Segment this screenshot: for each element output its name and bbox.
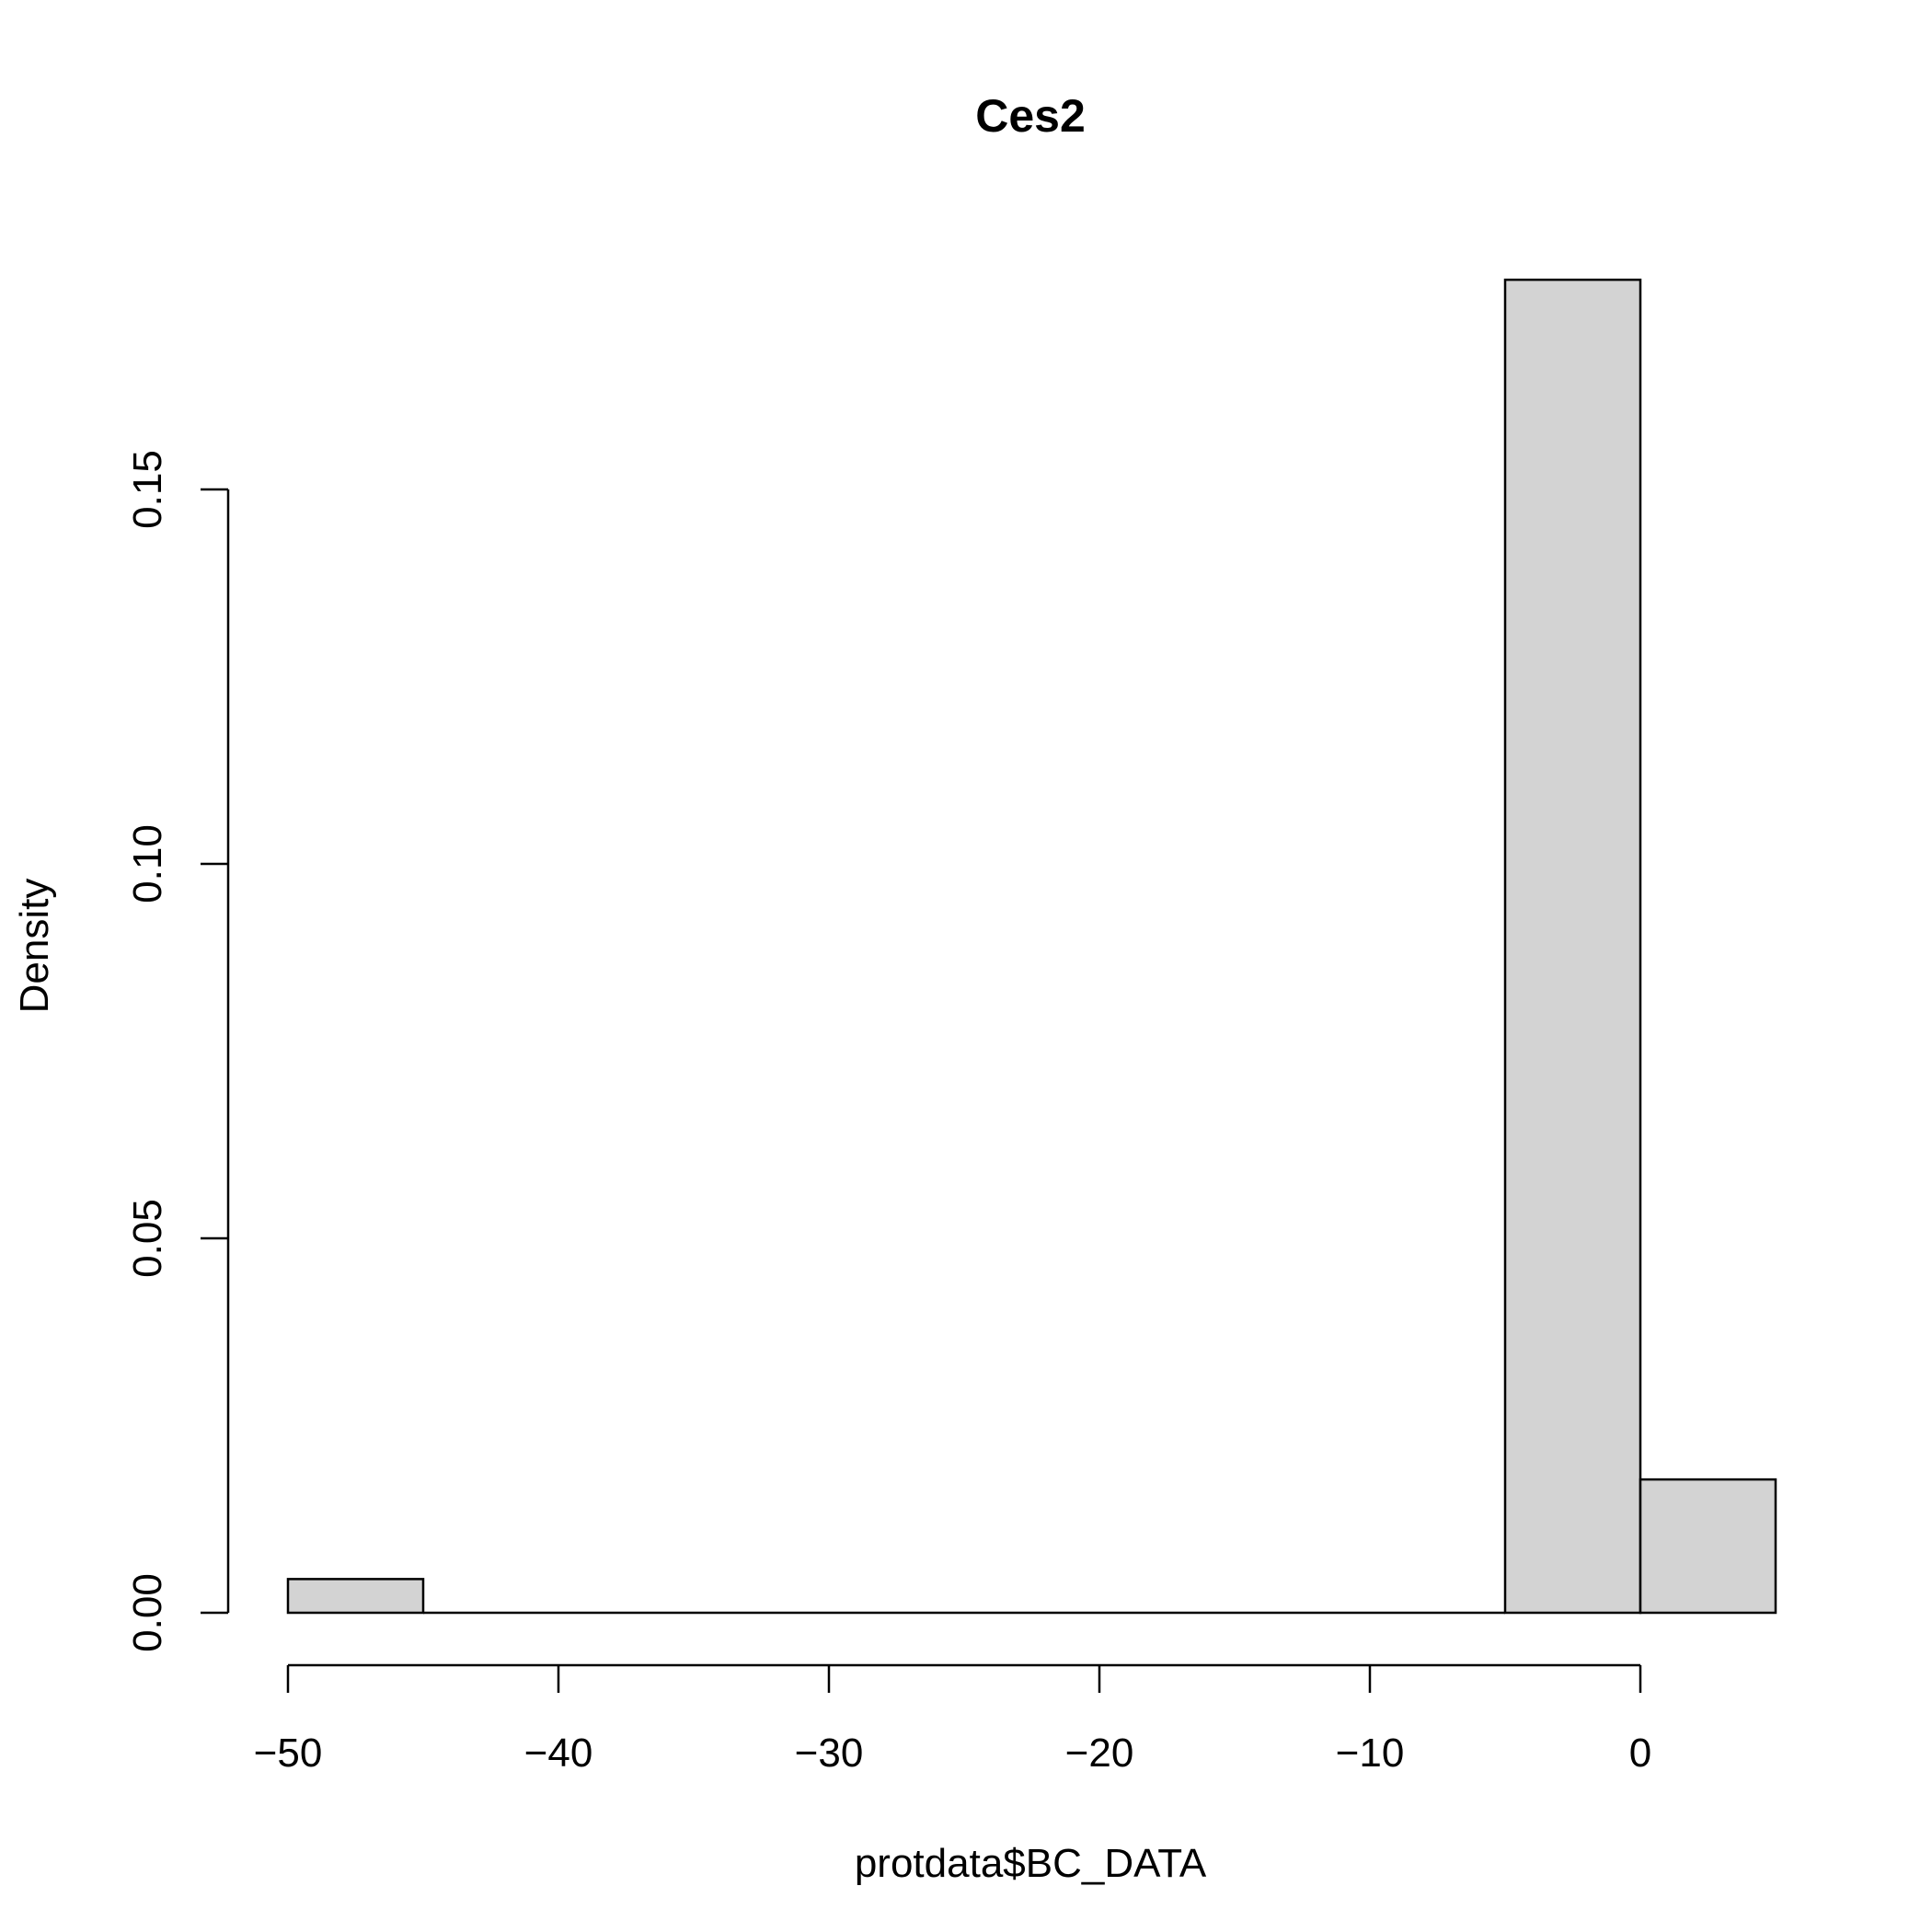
x-tick-label: −10 <box>1336 1731 1405 1776</box>
histogram-bar-9 <box>1503 278 1642 1615</box>
bars-group <box>286 278 1777 1615</box>
y-tick-label: 0.15 <box>125 450 170 529</box>
y-axis-label: Density <box>12 879 57 1014</box>
y-tick-label: 0.00 <box>125 1573 170 1652</box>
histogram-bar-0 <box>286 1578 425 1615</box>
x-tick-label: −20 <box>1065 1731 1134 1776</box>
y-tick-label: 0.05 <box>125 1199 170 1278</box>
x-axis-label: protdata$BC_DATA <box>855 1841 1207 1886</box>
x-axis: −50 −40 −30 −20 −10 0 <box>254 1663 1651 1776</box>
x-tick-label: −50 <box>254 1731 323 1776</box>
x-tick-label: 0 <box>1629 1731 1651 1776</box>
chart-title: Ces2 <box>975 90 1086 142</box>
y-tick-label: 0.10 <box>125 824 170 903</box>
y-axis: 0.00 0.05 0.10 0.15 <box>125 450 230 1652</box>
x-tick-label: −40 <box>524 1731 593 1776</box>
x-tick-label: −30 <box>795 1731 864 1776</box>
histogram-bar-10 <box>1639 1478 1777 1615</box>
